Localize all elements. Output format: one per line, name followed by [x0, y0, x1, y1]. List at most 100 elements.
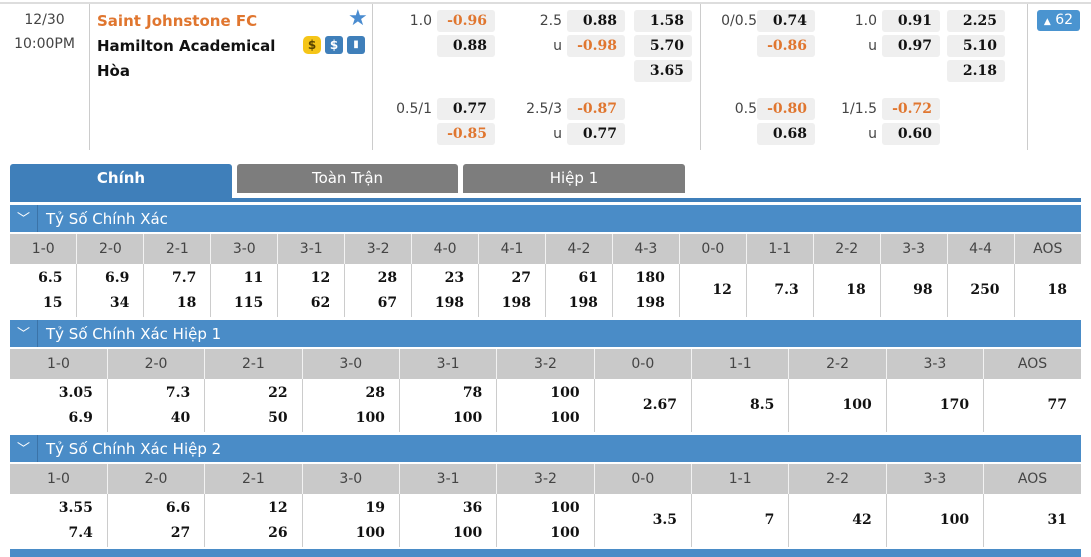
- score-odds[interactable]: 250: [970, 282, 1000, 298]
- chevron-down-icon[interactable]: ﹀: [10, 435, 38, 462]
- score-odds[interactable]: 198: [635, 294, 665, 311]
- odds-value[interactable]: 0.60: [882, 123, 940, 145]
- score-cell[interactable]: 8.5: [691, 379, 790, 432]
- odds-value[interactable]: 0.77: [567, 123, 625, 145]
- score-odds[interactable]: 19: [365, 499, 385, 516]
- score-cell[interactable]: 31: [984, 494, 1081, 547]
- score-cell[interactable]: 19 100: [302, 494, 400, 547]
- score-cell[interactable]: 18: [813, 264, 881, 317]
- score-cell[interactable]: 3.05 6.9: [10, 379, 108, 432]
- score-odds[interactable]: 8.5: [750, 397, 775, 413]
- score-odds[interactable]: 23: [444, 269, 465, 286]
- odds-value[interactable]: -0.86: [757, 35, 815, 57]
- score-cell[interactable]: 7.7 18: [143, 264, 212, 317]
- score-odds[interactable]: 3.5: [652, 512, 678, 528]
- score-odds[interactable]: 100: [453, 524, 483, 541]
- odds-value[interactable]: -0.85: [437, 123, 495, 145]
- score-cell[interactable]: 100 100: [496, 379, 595, 432]
- score-odds[interactable]: 67: [377, 294, 398, 311]
- score-cell[interactable]: 12 62: [277, 264, 346, 317]
- score-odds[interactable]: 7.4: [68, 524, 93, 541]
- odds-value[interactable]: 0.88: [437, 35, 495, 57]
- score-cell[interactable]: 7: [691, 494, 790, 547]
- dollar-icon[interactable]: $: [325, 36, 343, 54]
- score-odds[interactable]: 7.7: [171, 269, 197, 286]
- odds-value[interactable]: 1.58: [634, 10, 692, 32]
- score-odds[interactable]: 100: [355, 409, 385, 426]
- score-odds[interactable]: 6.9: [105, 269, 130, 286]
- score-cell[interactable]: 98: [880, 264, 948, 317]
- next-section-header[interactable]: [10, 549, 1081, 557]
- score-cell[interactable]: 28 100: [302, 379, 400, 432]
- score-cell[interactable]: 11 115: [210, 264, 279, 317]
- score-odds[interactable]: 7: [764, 512, 775, 528]
- score-odds[interactable]: 6.9: [68, 409, 93, 426]
- score-cell[interactable]: 23 198: [411, 264, 480, 317]
- score-odds[interactable]: 61: [578, 269, 598, 286]
- score-odds[interactable]: 77: [1047, 397, 1067, 413]
- score-odds[interactable]: 31: [1047, 512, 1067, 528]
- odds-value[interactable]: -0.96: [437, 10, 495, 32]
- score-cell[interactable]: 100 100: [496, 494, 595, 547]
- score-odds[interactable]: 98: [913, 282, 933, 298]
- score-odds[interactable]: 28: [377, 269, 398, 286]
- score-odds[interactable]: 15: [42, 294, 63, 311]
- score-cell[interactable]: 12 26: [204, 494, 303, 547]
- score-odds[interactable]: 100: [550, 409, 580, 426]
- score-cell[interactable]: 28 67: [344, 264, 413, 317]
- score-cell[interactable]: 100: [788, 379, 887, 432]
- score-odds[interactable]: 180: [635, 269, 665, 286]
- odds-value[interactable]: -0.80: [757, 98, 815, 120]
- score-odds[interactable]: 27: [511, 269, 531, 286]
- score-odds[interactable]: 7.3: [774, 282, 799, 298]
- score-odds[interactable]: 50: [268, 409, 288, 426]
- odds-value[interactable]: 5.10: [947, 35, 1005, 57]
- score-odds[interactable]: 170: [939, 397, 970, 413]
- score-cell[interactable]: 22 50: [204, 379, 303, 432]
- score-odds[interactable]: 3.55: [58, 499, 93, 516]
- score-odds[interactable]: 78: [462, 384, 483, 401]
- score-odds[interactable]: 100: [550, 499, 580, 516]
- score-cell[interactable]: 2.67: [594, 379, 693, 432]
- score-odds[interactable]: 22: [268, 384, 288, 401]
- score-cell[interactable]: 100: [886, 494, 985, 547]
- score-odds[interactable]: 42: [852, 512, 872, 528]
- tab-toan-tran[interactable]: Toàn Trận: [237, 164, 458, 193]
- score-odds[interactable]: 100: [453, 409, 483, 426]
- score-cell[interactable]: 42: [788, 494, 887, 547]
- odds-value[interactable]: 0.88: [567, 10, 625, 32]
- score-cell[interactable]: 18: [1014, 264, 1081, 317]
- score-odds[interactable]: 26: [268, 524, 288, 541]
- section-header[interactable]: ﹀ Tỷ Số Chính Xác: [10, 205, 1081, 234]
- score-odds[interactable]: 18: [176, 294, 197, 311]
- odds-value[interactable]: 0.91: [882, 10, 940, 32]
- odds-value[interactable]: -0.87: [567, 98, 625, 120]
- score-odds[interactable]: 12: [712, 282, 732, 298]
- odds-value[interactable]: -0.98: [567, 35, 625, 57]
- score-odds[interactable]: 100: [939, 512, 970, 528]
- tab-hiep-1[interactable]: Hiệp 1: [463, 164, 685, 193]
- score-cell[interactable]: 12: [679, 264, 747, 317]
- score-cell[interactable]: 6.9 34: [76, 264, 145, 317]
- score-odds[interactable]: 6.6: [165, 499, 191, 516]
- section-header[interactable]: ﹀ Tỷ Số Chính Xác Hiệp 1: [10, 320, 1081, 349]
- score-cell[interactable]: 3.5: [594, 494, 693, 547]
- chevron-down-icon[interactable]: ﹀: [10, 320, 38, 347]
- score-odds[interactable]: 36: [462, 499, 483, 516]
- home-team[interactable]: Saint Johnstone FC: [97, 12, 258, 30]
- score-odds[interactable]: 198: [568, 294, 598, 311]
- odds-value[interactable]: 2.18: [947, 60, 1005, 82]
- score-odds[interactable]: 198: [434, 294, 465, 311]
- score-cell[interactable]: 250: [947, 264, 1015, 317]
- score-odds[interactable]: 100: [550, 524, 580, 541]
- score-odds[interactable]: 18: [1047, 282, 1067, 298]
- score-odds[interactable]: 7.3: [165, 384, 191, 401]
- odds-value[interactable]: 0.77: [437, 98, 495, 120]
- coin-icon[interactable]: $: [303, 36, 321, 54]
- favorite-star-icon[interactable]: ★: [348, 6, 368, 31]
- section-header[interactable]: ﹀ Tỷ Số Chính Xác Hiệp 2: [10, 435, 1081, 464]
- score-odds[interactable]: 27: [170, 524, 191, 541]
- score-odds[interactable]: 12: [268, 499, 288, 516]
- score-cell[interactable]: 7.3 40: [107, 379, 206, 432]
- more-odds-badge[interactable]: ▲ 62: [1037, 10, 1080, 31]
